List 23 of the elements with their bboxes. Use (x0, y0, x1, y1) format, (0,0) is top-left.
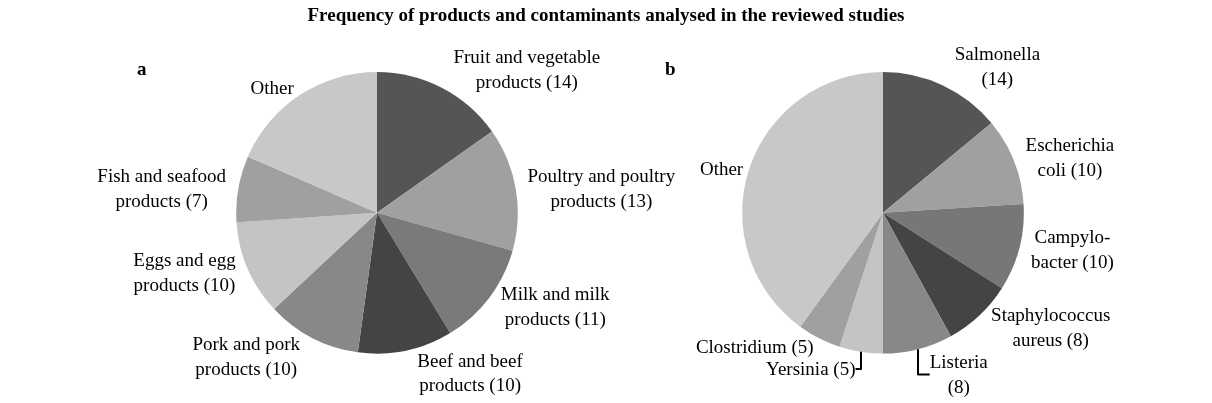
chart-title: Frequency of products and contaminants analysed in the reviewed studies (307, 4, 905, 26)
slice-label: Staphylococcus aureus (8) (991, 304, 1111, 352)
text: b (665, 58, 676, 79)
slice-label: Escherichia coli (10) (1025, 134, 1115, 182)
slice-label: Fruit and vegetable products (14) (453, 46, 601, 93)
slice-label: Poultry and poultry products (13) (527, 164, 676, 212)
slice-label: Clostridium (5) (695, 335, 814, 358)
slice-label: Listeria (8) (929, 351, 989, 398)
pie-slice (883, 203, 1024, 289)
slice-label: Fish and seafood products (7) (97, 164, 227, 212)
slice-label: Other (699, 157, 744, 179)
slice-label: Yersinia (5) (766, 357, 856, 380)
pie-slice (883, 123, 1024, 213)
slice-label: Salmonella (14) (954, 42, 1041, 90)
slice-label: Milk and milk products (11) (500, 283, 611, 330)
slice-label: Eggs and egg products (10) (133, 249, 237, 296)
pie-slice (883, 212, 951, 354)
slice-label: Beef and beef products (10) (417, 349, 524, 397)
pie-slice (357, 212, 451, 354)
text: a (137, 58, 147, 79)
slice-label: Other (250, 77, 295, 99)
slice-label: Campylo- bacter (10) (1031, 225, 1114, 273)
slice-label: Pork and pork products (10) (192, 332, 301, 380)
